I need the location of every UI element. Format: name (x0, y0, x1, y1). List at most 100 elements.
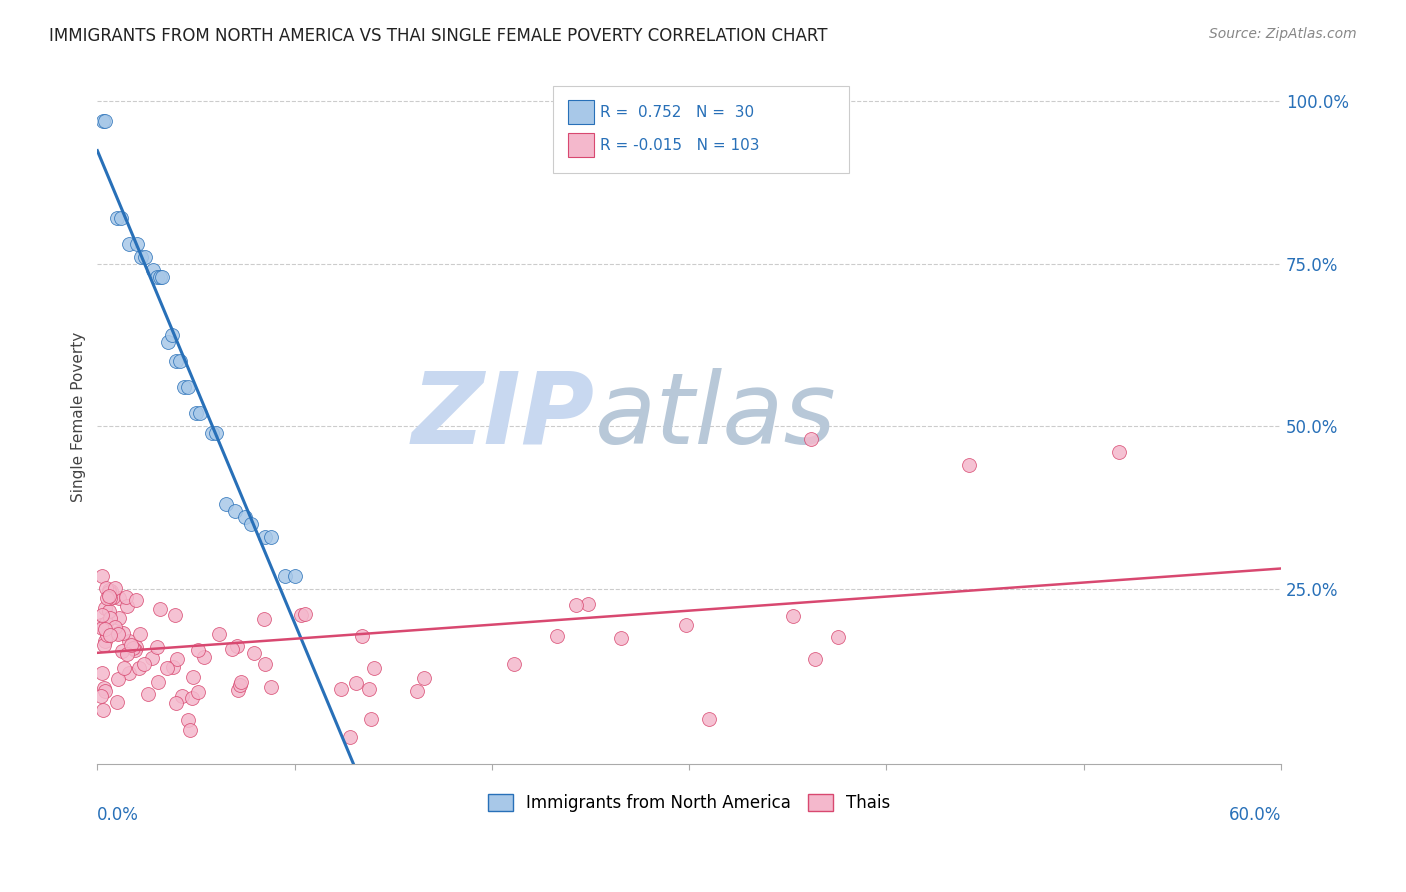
Point (274, 568, 297, 582)
Point (110, 211, 132, 225)
Point (93, 638, 115, 652)
Point (96, 591, 118, 605)
Text: 0.0%: 0.0% (97, 806, 139, 824)
Point (90, 617, 112, 632)
Point (156, 660, 179, 674)
Point (350, 629, 373, 643)
Point (201, 425, 224, 440)
Point (221, 641, 243, 656)
Point (129, 250, 152, 264)
Point (107, 672, 129, 686)
Point (98, 604, 121, 618)
Point (181, 670, 204, 684)
Point (90, 666, 112, 681)
Point (187, 643, 209, 657)
Point (108, 591, 131, 606)
Point (290, 608, 312, 623)
Point (145, 269, 167, 284)
Point (118, 665, 141, 680)
Point (118, 237, 141, 252)
Point (363, 661, 385, 675)
Point (339, 731, 361, 745)
Point (162, 660, 184, 674)
Point (94, 623, 117, 637)
Point (98, 591, 121, 605)
Point (800, 432, 823, 446)
Point (94, 600, 117, 615)
Point (114, 591, 136, 605)
Point (162, 328, 184, 343)
Point (188, 406, 211, 420)
Point (546, 629, 568, 643)
Point (91, 569, 114, 583)
Point (93, 703, 115, 717)
Point (253, 530, 276, 544)
Point (208, 627, 231, 641)
Point (91, 621, 114, 635)
Point (284, 568, 307, 582)
Point (1108, 445, 1130, 459)
Point (193, 650, 215, 665)
Text: 60.0%: 60.0% (1229, 806, 1281, 824)
Point (152, 269, 174, 284)
Point (107, 626, 129, 640)
Point (128, 661, 150, 675)
Point (94, 113, 117, 128)
Point (226, 640, 249, 654)
Point (104, 620, 127, 634)
Point (330, 681, 353, 696)
Point (96, 581, 118, 595)
Point (141, 650, 163, 665)
Point (413, 671, 436, 685)
Point (98, 590, 121, 604)
Point (105, 211, 128, 225)
Point (782, 609, 804, 624)
Point (165, 696, 187, 710)
Point (124, 642, 146, 657)
Point (136, 687, 159, 701)
Point (105, 695, 128, 709)
Point (90, 689, 112, 703)
Point (122, 640, 145, 655)
Point (100, 583, 122, 598)
Point (93, 681, 115, 696)
Point (125, 640, 148, 654)
Point (224, 504, 246, 518)
Point (165, 608, 187, 623)
Point (115, 647, 138, 661)
Point (226, 683, 249, 698)
Point (675, 618, 697, 632)
Text: Source: ZipAtlas.com: Source: ZipAtlas.com (1209, 27, 1357, 41)
Point (98, 611, 121, 625)
Point (157, 334, 180, 349)
Point (120, 638, 142, 652)
Point (94, 684, 117, 698)
Legend: Immigrants from North America, Thais: Immigrants from North America, Thais (481, 787, 897, 819)
Point (134, 250, 156, 264)
Point (91, 113, 114, 128)
Point (697, 712, 720, 726)
Point (610, 631, 633, 645)
Point (204, 425, 226, 440)
Point (503, 657, 526, 672)
Point (173, 380, 195, 394)
Point (177, 714, 200, 728)
Point (804, 652, 827, 666)
Point (233, 510, 256, 524)
Point (344, 676, 367, 690)
Point (360, 712, 382, 726)
Point (169, 354, 191, 368)
Point (181, 690, 204, 705)
Point (179, 723, 201, 738)
Point (177, 380, 200, 394)
Point (214, 497, 236, 511)
Point (142, 263, 165, 277)
Point (108, 611, 131, 625)
Point (98, 590, 121, 604)
Point (149, 269, 172, 284)
FancyBboxPatch shape (553, 86, 849, 173)
Point (132, 657, 155, 672)
Point (228, 678, 250, 692)
Point (103, 591, 125, 605)
Text: ZIP: ZIP (412, 368, 595, 465)
